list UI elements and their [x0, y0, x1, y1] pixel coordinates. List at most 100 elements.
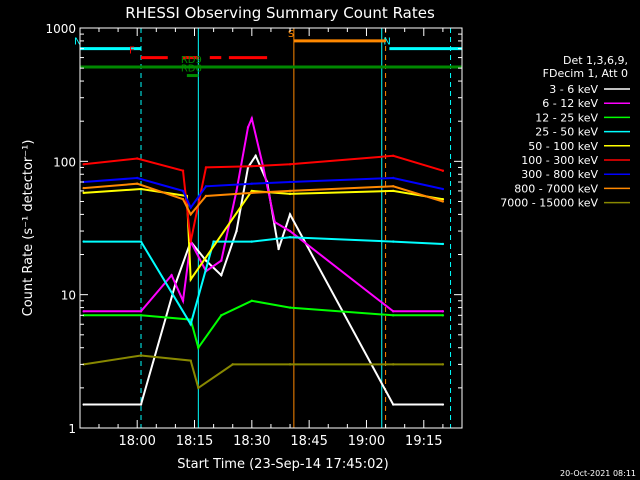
series-point-4-5 [288, 192, 292, 196]
series-point-3-7 [441, 242, 445, 246]
series-point-3-3 [212, 240, 215, 243]
legend-label-2: 12 - 25 keV [535, 111, 598, 124]
legend-label-4: 50 - 100 keV [528, 140, 598, 153]
series-point-8-6 [392, 363, 395, 366]
series-point-7-3 [189, 213, 192, 216]
series-point-4-4 [250, 189, 254, 193]
footer-timestamp: 20-Oct-2021 08:11 [560, 469, 636, 478]
series-line-3 [83, 236, 443, 327]
series-point-1-6 [220, 259, 223, 262]
series-point-1-8 [246, 126, 250, 129]
series-point-5-4 [204, 166, 208, 169]
series-point-8-5 [288, 363, 292, 366]
series-line-4 [83, 187, 444, 283]
series-point-2-4 [220, 314, 223, 317]
series-point-4-7 [441, 197, 445, 201]
series-point-5-3 [189, 240, 192, 243]
series-point-6-4 [204, 185, 208, 188]
legend-label-1: 6 - 12 keV [542, 97, 598, 110]
series-line-8 [83, 354, 443, 390]
series-point-7-7 [392, 185, 395, 188]
legend-label-3: 25 - 50 keV [535, 126, 598, 139]
series-point-4-0 [82, 191, 85, 195]
series-point-6-6 [288, 180, 292, 184]
series-point-0-13 [441, 403, 445, 406]
series-point-2-7 [392, 314, 395, 317]
series-point-2-3 [197, 346, 200, 349]
series-point-1-3 [181, 299, 185, 302]
flag-label-4: RD6 [181, 64, 202, 75]
series-point-8-4 [231, 363, 234, 366]
series-point-6-5 [250, 182, 254, 185]
series-point-4-3 [189, 278, 192, 281]
series-point-1-12 [288, 229, 292, 233]
series-point-5-0 [82, 163, 85, 166]
flag-label-3: F [129, 46, 135, 57]
y-tick-label-0: 1 [68, 422, 76, 436]
series-point-8-3 [197, 386, 200, 390]
legend-header-1: FDecim 1, Att 0 [543, 67, 628, 80]
x-tick-label-0: 18:00 [118, 434, 155, 449]
series-point-5-1 [135, 157, 139, 160]
series-point-0-10 [277, 247, 280, 251]
series-point-1-10 [262, 166, 265, 169]
series-line-0 [83, 153, 443, 406]
legend-label-8: 7000 - 15000 keV [500, 197, 598, 210]
flag-label-5: RD9 [181, 55, 202, 66]
y-tick-label-2: 100 [53, 155, 76, 169]
series-point-3-2 [189, 323, 192, 326]
series-point-8-1 [139, 354, 143, 357]
x-tick-label-2: 18:30 [233, 434, 270, 449]
series-point-1-2 [170, 273, 173, 277]
series-point-0-6 [235, 229, 238, 233]
series-point-5-7 [392, 154, 395, 158]
series-point-3-6 [392, 240, 395, 243]
x-tick-label-5: 19:15 [405, 434, 442, 449]
flag-label-1: N [383, 37, 390, 48]
legend-label-7: 800 - 7000 keV [514, 182, 598, 195]
series-point-2-8 [441, 314, 445, 317]
series-point-7-8 [441, 200, 445, 203]
legend-label-0: 3 - 6 keV [549, 83, 598, 96]
series-point-3-5 [288, 235, 292, 239]
legend-label-6: 300 - 800 keV [521, 168, 598, 181]
series-point-0-11 [288, 213, 292, 216]
series-point-2-1 [139, 314, 143, 317]
series-point-5-6 [288, 163, 292, 166]
x-tick-label-4: 19:00 [348, 434, 385, 449]
series-point-0-12 [392, 403, 395, 406]
series-point-0-5 [220, 273, 223, 277]
series-point-4-6 [392, 189, 395, 193]
series-point-0-0 [82, 403, 85, 406]
y-tick-label-3: 1000 [45, 22, 76, 36]
series-point-0-4 [204, 259, 208, 262]
flag-label-0: N [74, 37, 81, 48]
series-point-7-2 [181, 197, 185, 201]
series-point-7-4 [204, 194, 208, 198]
series-point-6-7 [392, 176, 395, 180]
legend-header-0: Det 1,3,6,9, [563, 54, 628, 67]
series-point-3-1 [139, 240, 143, 243]
legend-label-5: 100 - 300 keV [521, 154, 598, 167]
series-point-0-8 [254, 154, 257, 158]
y-axis-label: Count Rate (s⁻¹ detector⁻¹) [21, 140, 36, 317]
y-tick-label-1: 10 [61, 289, 76, 303]
series-point-5-5 [250, 164, 254, 168]
series-point-5-2 [181, 169, 185, 172]
x-tick-label-3: 18:45 [290, 434, 327, 449]
series-point-2-6 [288, 306, 292, 309]
series-point-1-14 [441, 310, 445, 313]
series-point-5-8 [441, 169, 445, 172]
series-point-1-7 [235, 189, 238, 193]
series-point-8-2 [189, 359, 192, 362]
series-point-6-3 [189, 206, 192, 209]
series-point-7-6 [288, 189, 292, 193]
series-point-3-0 [82, 240, 85, 243]
x-tick-label-1: 18:15 [176, 434, 213, 449]
series-point-7-5 [250, 191, 254, 195]
series-line-1 [83, 115, 443, 313]
chart-title: RHESSI Observing Summary Count Rates [125, 4, 435, 22]
